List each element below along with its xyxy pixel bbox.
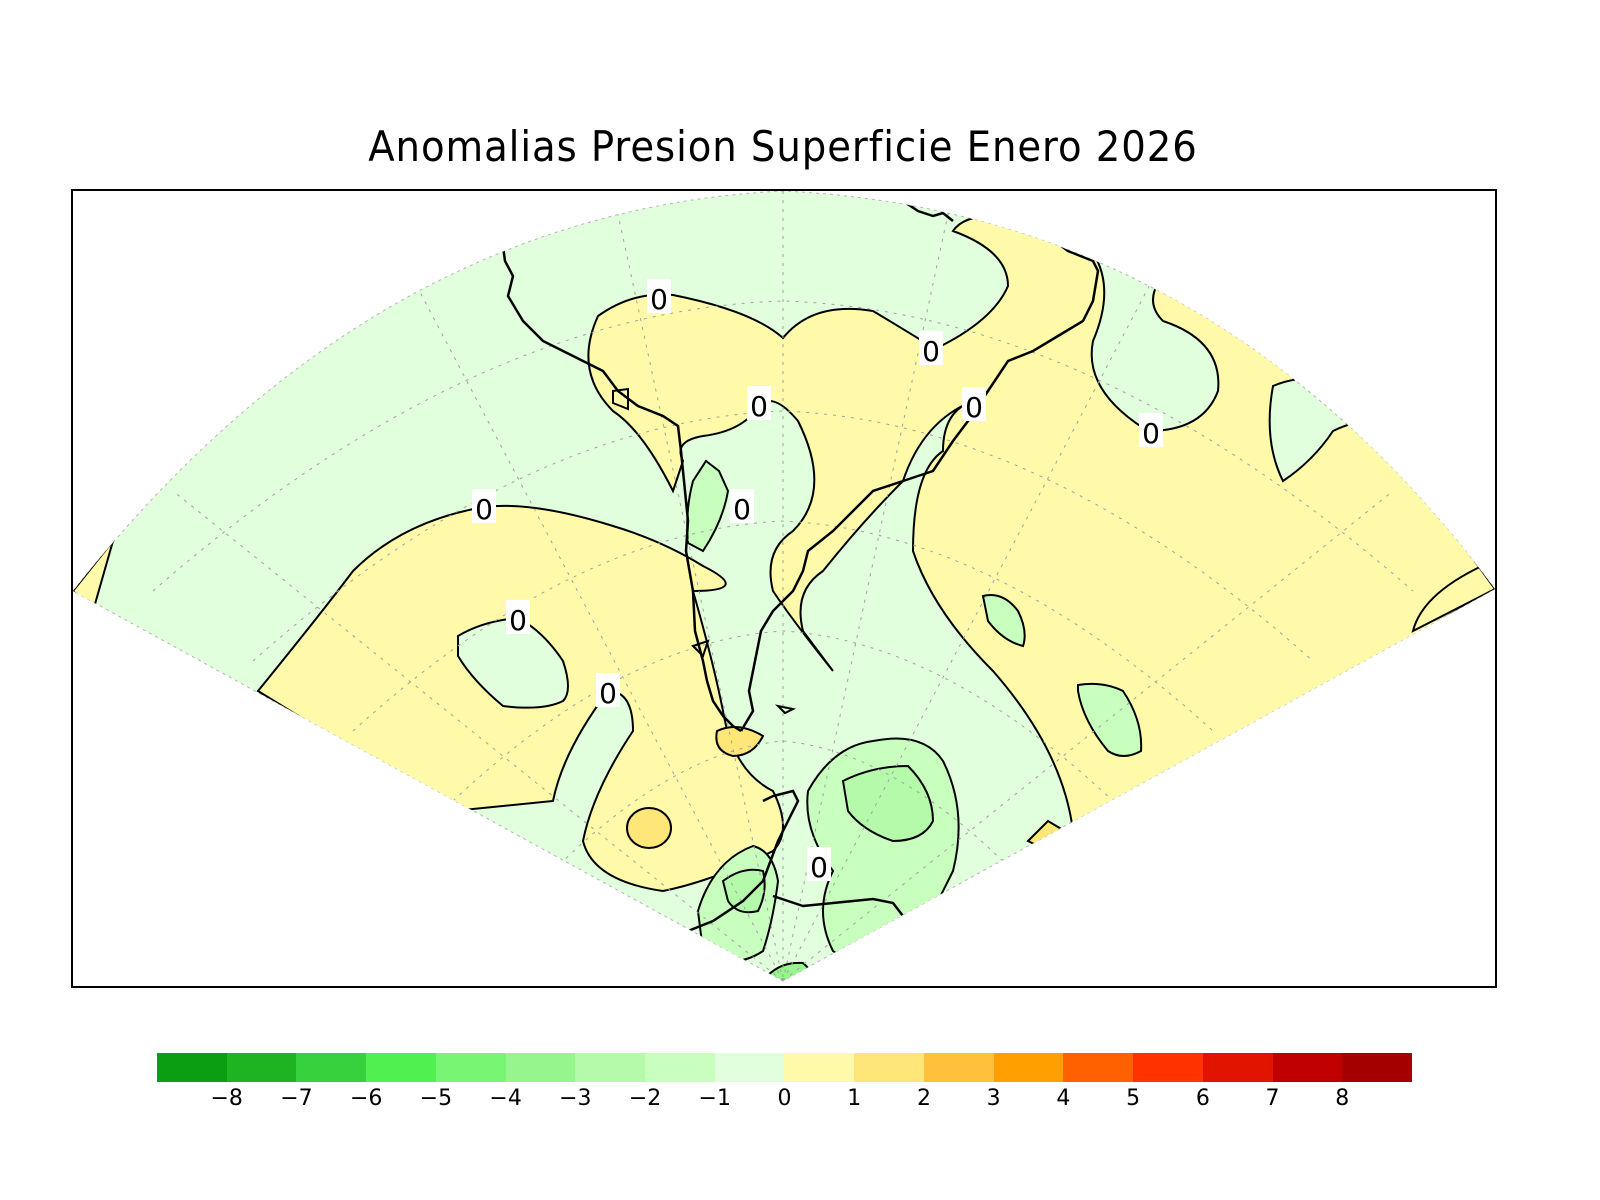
contour-label-0: 0 <box>730 489 754 526</box>
colorbar-tick-label: −7 <box>280 1086 313 1111</box>
svg-text:0: 0 <box>1142 417 1160 450</box>
map-title: Anomalias Presion Superficie Enero 2026 <box>368 122 1198 171</box>
contour-label-0: 0 <box>472 489 496 526</box>
contour-label-0: 0 <box>1139 413 1163 450</box>
colorbar-tick-label: 2 <box>916 1086 931 1111</box>
colorbar-swatch <box>1063 1053 1134 1082</box>
svg-text:0: 0 <box>733 493 751 526</box>
colorbar-tick-label: 8 <box>1335 1086 1350 1111</box>
graticule <box>152 191 1414 981</box>
positive-patch-1-2 <box>626 807 672 849</box>
colorbar-swatch <box>784 1053 855 1082</box>
map-panel: 0 0 0 0 0 0 0 0 0 0 <box>71 189 1497 988</box>
svg-text:0: 0 <box>750 390 768 423</box>
negative-core-weddell <box>841 764 935 843</box>
colorbar-swatch <box>1342 1053 1412 1082</box>
colorbar-tick-label: 1 <box>847 1086 862 1111</box>
colorbar-swatch <box>505 1053 576 1082</box>
contour-label-0: 0 <box>747 386 771 423</box>
colorbar-tick-label: 0 <box>777 1086 792 1111</box>
colorbar-tick-label: 7 <box>1265 1086 1280 1111</box>
colorbar-swatch <box>923 1053 994 1082</box>
colorbar-tick-label: 5 <box>1126 1086 1141 1111</box>
colorbar-labels: −8 −7 −6 −5 −4 −3 −2 −1 0 1 2 3 4 5 6 7 8 <box>0 1086 1600 1116</box>
colorbar-swatch <box>157 1053 227 1082</box>
colorbar-swatch <box>575 1053 646 1082</box>
colorbar-swatch <box>296 1053 367 1082</box>
colorbar-tick-label: −6 <box>349 1086 383 1111</box>
colorbar-tick-label: 6 <box>1195 1086 1210 1111</box>
contour-label-0: 0 <box>962 387 986 424</box>
colorbar-swatch <box>366 1053 436 1082</box>
colorbar-swatch <box>854 1053 924 1082</box>
colorbar-swatch <box>1272 1053 1343 1082</box>
colorbar-tick-label: −2 <box>628 1086 662 1111</box>
contour-labels: 0 0 0 0 0 0 0 0 0 0 <box>472 279 1163 884</box>
colorbar-tick-label: 4 <box>1056 1086 1071 1111</box>
negative-region-atlantic-1 <box>981 594 1026 648</box>
svg-text:0: 0 <box>810 851 828 884</box>
colorbar-swatch <box>1133 1053 1203 1082</box>
contour-label-0: 0 <box>596 673 620 710</box>
colorbar-tick-label: −8 <box>210 1086 243 1111</box>
svg-text:0: 0 <box>922 335 940 368</box>
negative-region-atlantic-2 <box>1077 682 1143 757</box>
colorbar-tick-label: −1 <box>698 1086 731 1111</box>
contour-label-0: 0 <box>647 279 671 316</box>
colorbar-swatch <box>1202 1053 1273 1082</box>
contour-label-0: 0 <box>807 847 831 884</box>
colorbar-tick-label: −3 <box>559 1086 592 1111</box>
negative-region-andes <box>686 459 730 553</box>
colorbar-swatch <box>714 1053 785 1082</box>
negative-core-peninsula <box>721 868 766 914</box>
colorbar-tick-label: 3 <box>986 1086 1001 1111</box>
colorbar-tick-label: −4 <box>489 1086 522 1111</box>
svg-text:0: 0 <box>475 493 493 526</box>
positive-patch-drake <box>715 726 765 758</box>
colorbar-swatch <box>645 1053 715 1082</box>
contour-label-0: 0 <box>919 331 943 368</box>
colorbar <box>157 1053 1412 1082</box>
contour-label-0: 0 <box>506 600 530 637</box>
svg-text:0: 0 <box>509 604 527 637</box>
colorbar-swatch <box>435 1053 506 1082</box>
svg-text:0: 0 <box>965 391 983 424</box>
svg-text:0: 0 <box>599 677 617 710</box>
colorbar-swatch <box>993 1053 1064 1082</box>
svg-text:0: 0 <box>650 283 668 316</box>
colorbar-tick-label: −5 <box>419 1086 453 1111</box>
colorbar-swatch <box>226 1053 297 1082</box>
anomaly-map: 0 0 0 0 0 0 0 0 0 0 <box>73 191 1495 982</box>
